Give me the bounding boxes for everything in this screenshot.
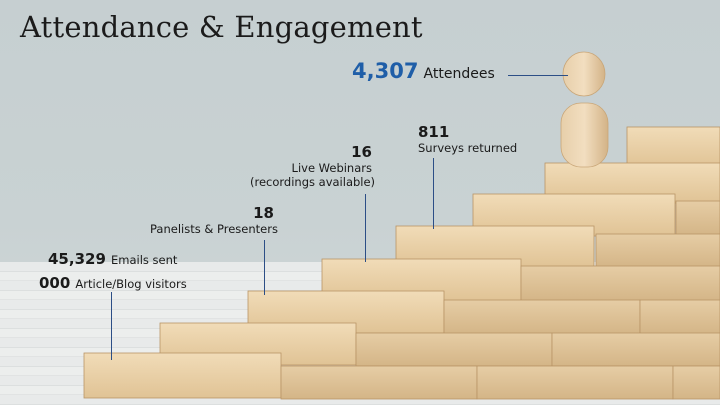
visitors-value: 000: [39, 274, 71, 292]
wood-block: [626, 126, 720, 168]
wood-block: [551, 332, 720, 367]
surveys-stat: 811 Surveys returned: [418, 123, 517, 155]
wood-block: [83, 352, 282, 399]
wooden-figure: [560, 51, 609, 168]
attendees-value: 4,307: [352, 59, 419, 83]
wood-block: [595, 233, 720, 268]
panelists-value: 18: [253, 204, 274, 222]
panelists-connector-line: [264, 240, 265, 295]
attendees-label: Attendees: [423, 66, 495, 82]
wood-block: [639, 299, 720, 335]
surveys-connector-line: [433, 158, 434, 229]
webinars-label-line1: Live Webinars: [291, 161, 372, 175]
emails-value: 45,329: [48, 250, 106, 268]
emails-stat: 45,329 Emails sent: [48, 249, 177, 268]
attendees-connector-line: [508, 75, 568, 76]
page-title: Attendance & Engagement: [20, 10, 423, 44]
emails-label: Emails sent: [110, 253, 178, 267]
surveys-label: Surveys returned: [418, 141, 518, 155]
webinars-connector-line: [365, 194, 366, 262]
webinars-stat: 16 Live Webinars (recordings available): [250, 143, 376, 189]
wood-block: [443, 299, 641, 335]
panelists-stat: 18 Panelists & Presenters: [150, 204, 278, 236]
wood-block: [476, 365, 674, 400]
wood-block: [675, 200, 720, 236]
attendees-stat: 4,307 Attendees: [352, 59, 495, 83]
wood-block: [672, 365, 720, 400]
wood-block: [355, 332, 553, 367]
wood-block: [520, 265, 720, 302]
surveys-value: 811: [418, 123, 450, 141]
emails-connector-line: [111, 292, 112, 360]
wood-block: [280, 365, 478, 400]
webinars-value: 16: [351, 143, 372, 161]
visitors-label: Article/Blog visitors: [75, 277, 187, 291]
webinars-label-line2: (recordings available): [250, 175, 376, 189]
visitors-stat: 000 Article/Blog visitors: [39, 273, 187, 292]
panelists-label: Panelists & Presenters: [150, 222, 278, 236]
